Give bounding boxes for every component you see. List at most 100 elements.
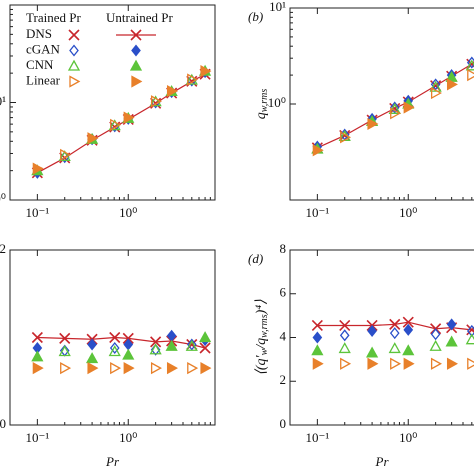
marker [108,119,121,131]
marker [403,323,414,336]
marker [312,357,324,370]
marker [340,357,352,370]
x-tick-label: 10⁻¹ [25,430,49,445]
marker [466,56,474,69]
marker [186,338,197,351]
y-tick-label: 2 [280,372,287,387]
y-axis-label-part: w [259,348,270,355]
x-tick-label: 10⁰ [119,205,137,220]
panel: 10⁻¹ 10⁰ 10⁰ 10¹ (b) qw,rms [248,0,474,220]
marker [446,318,457,331]
marker [339,329,350,342]
y-tick-label: 0 [0,416,6,431]
marker [166,362,178,375]
y-tick-label: 4 [280,328,287,343]
plot-frame [289,7,474,201]
y-tick-label: 2 [0,241,6,256]
marker [87,132,99,145]
y-axis-label-part: )⁴⟩ [254,299,269,316]
panel: 10⁻¹ 10⁰ 0 2 Pr [0,241,216,469]
legend-label: CNN [26,57,54,72]
legend-label: cGAN [26,41,61,56]
marker [32,362,44,375]
marker [150,95,162,108]
marker [467,357,474,370]
marker [60,362,72,375]
x-tick-label: 10⁰ [399,430,417,445]
marker [108,345,121,357]
y-axis-label: qw,rms [254,89,270,120]
y-axis-label-part: ⟨(q′ [254,354,269,375]
x-tick-label: 10⁻¹ [305,205,329,220]
y-tick-label: 6 [280,285,287,300]
panel-label: (b) [248,9,263,24]
y-tick-label: 8 [280,241,287,256]
marker [467,68,474,82]
marker [109,341,120,355]
marker [122,332,134,344]
marker [311,344,324,356]
panel: 10⁻¹ 10⁰ 10⁰ 10¹ Trained Pr Untrained Pr DNScG… [0,4,216,220]
marker [446,357,458,370]
marker [59,332,71,344]
marker [130,29,142,41]
marker [131,75,143,88]
y-axis-label: ⟨(q′w/qw,rms)⁴⟩ [254,299,270,376]
y-tick-label: 10¹ [269,0,286,14]
marker [58,345,71,357]
marker [109,331,121,344]
legend-header: Untrained Pr [106,10,173,25]
marker [445,335,458,347]
marker [403,357,415,370]
marker [123,362,135,375]
y-tick-label: 10⁰ [0,191,6,206]
x-axis-label: Pr [105,454,120,469]
y-tick-label: 0 [280,416,287,431]
marker [430,78,441,91]
x-tick-label: 10⁻¹ [305,430,329,445]
marker [312,331,323,344]
marker [129,59,143,71]
x-tick-label: 10⁰ [119,430,137,445]
marker [388,342,401,354]
marker [187,73,199,86]
y-axis-label-part: w,rms [259,89,270,113]
marker [123,111,135,124]
series-line [37,336,206,349]
marker [69,44,79,57]
marker [367,117,379,131]
marker [390,357,402,370]
marker [31,350,44,362]
marker [68,29,80,41]
x-tick-label: 10⁻¹ [25,205,49,220]
x-tick-label: 10⁰ [399,205,417,220]
marker [430,328,441,341]
marker [465,59,474,71]
marker [87,362,99,375]
marker [365,346,379,358]
legend-label: DNS [26,26,52,41]
y-axis-label-part: q [254,112,269,119]
panel-label: (d) [248,251,263,266]
marker [430,86,442,100]
marker [389,101,400,114]
y-tick-label: 10⁰ [268,95,286,110]
marker [200,362,212,375]
marker [110,362,122,375]
marker [312,144,324,157]
marker [32,162,44,175]
marker [85,352,99,364]
marker [389,318,401,330]
marker [122,348,135,360]
marker [200,64,212,78]
marker [403,101,415,114]
plot-frame [9,249,216,426]
marker [367,324,377,337]
marker [185,339,198,351]
marker [187,362,199,375]
marker [430,357,442,370]
marker [429,339,442,351]
marker [402,316,414,328]
marker [60,148,72,162]
